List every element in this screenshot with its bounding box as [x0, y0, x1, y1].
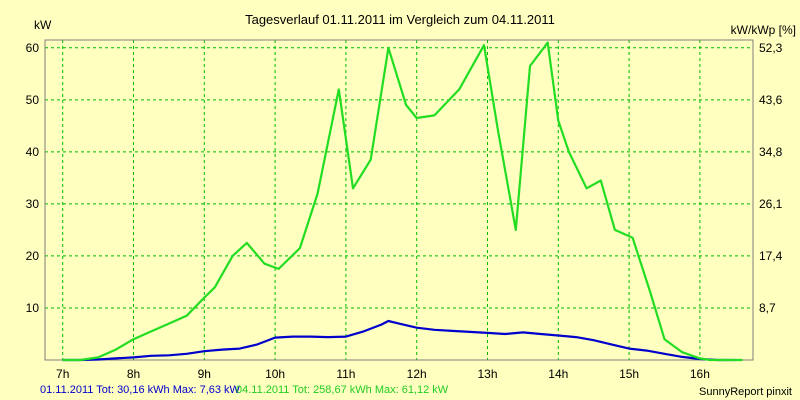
y-tick-label-right: 17,4 — [759, 249, 783, 263]
y-axis-left-ticks: 10 20 30 40 50 60 — [26, 41, 40, 315]
series-line-1 — [62, 319, 736, 362]
y-axis-right-ticks: 8,7 17,4 26,1 34,8 43,6 52,3 — [759, 41, 783, 315]
x-tick-label: 12h — [407, 367, 427, 381]
x-tick-label: 10h — [265, 367, 285, 381]
legend-series-1: 01.11.2011 Tot: 30,16 kWh Max: 7,63 kW — [40, 384, 241, 396]
x-tick-label: 7h — [56, 367, 69, 381]
series-line-2 — [62, 41, 743, 362]
x-tick-label: 15h — [619, 367, 639, 381]
x-tick-label: 8h — [127, 367, 140, 381]
y-tick-label-right: 52,3 — [759, 41, 783, 55]
x-tick-label: 16h — [690, 367, 710, 381]
y-tick-label-left: 20 — [26, 249, 40, 263]
series-lines — [62, 41, 743, 362]
y-tick-label-right: 26,1 — [759, 197, 783, 211]
x-tick-label: 9h — [198, 367, 211, 381]
x-tick-label: 13h — [477, 367, 497, 381]
legend-series-2: 04.11.2011 Tot: 258,67 kWh Max: 61,12 kW — [236, 384, 449, 396]
y-tick-label-left: 50 — [26, 93, 40, 107]
y-tick-label-left: 10 — [26, 301, 40, 315]
grid-lines — [45, 40, 753, 360]
y-tick-label-left: 40 — [26, 145, 40, 159]
y-tick-label-right: 34,8 — [759, 145, 783, 159]
x-tick-label: 14h — [548, 367, 568, 381]
y-axis-right-unit: kW/kWp [%] — [731, 23, 796, 37]
chart-title: Tagesverlauf 01.11.2011 im Vergleich zum… — [245, 12, 555, 27]
y-tick-label-right: 8,7 — [759, 301, 776, 315]
y-tick-label-right: 43,6 — [759, 93, 783, 107]
y-tick-label-left: 30 — [26, 197, 40, 211]
y-tick-label-left: 60 — [26, 41, 40, 55]
x-axis-ticks: 7h 8h 9h 10h 11h 12h 13h 14h 15h 16h — [56, 367, 710, 381]
credit-text: SunnyReport pinxit — [699, 386, 792, 398]
y-axis-left-unit: kW — [34, 18, 52, 32]
plot-frame — [44, 39, 754, 361]
x-tick-label: 11h — [336, 367, 355, 381]
